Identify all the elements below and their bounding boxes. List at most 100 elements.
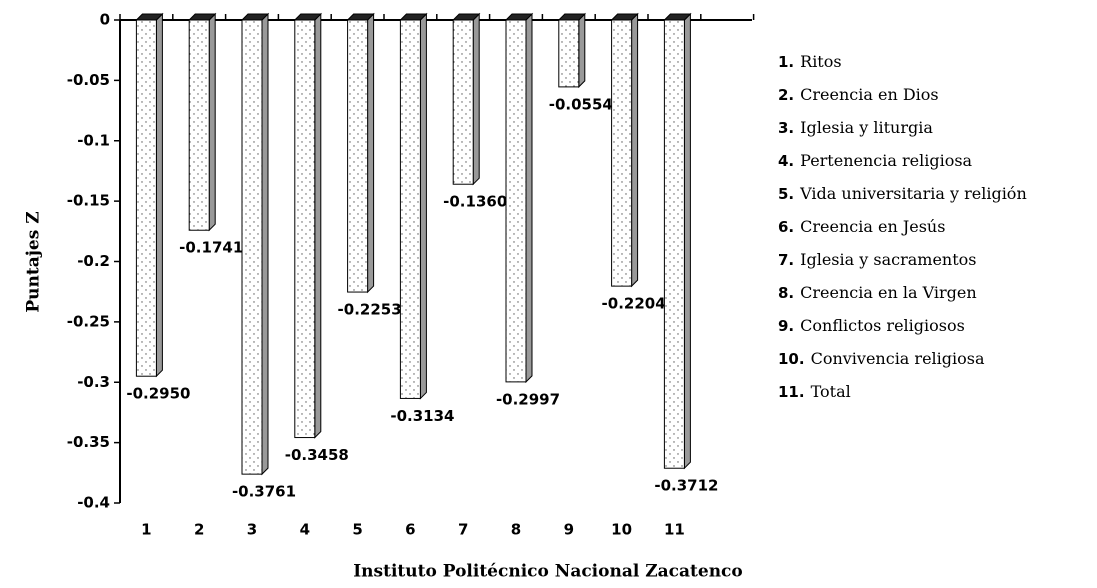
y-tick-label: -0.3	[77, 373, 110, 391]
x-tick-label: 3	[247, 521, 257, 539]
legend-label: Vida universitaria y religión	[799, 184, 1027, 203]
data-label: -0.3761	[232, 483, 296, 501]
x-tick-label: 8	[511, 521, 521, 539]
data-label: -0.1741	[179, 239, 243, 257]
legend-number: 3.	[778, 119, 794, 137]
y-tick-label: -0.1	[77, 131, 110, 149]
bar-side	[472, 12, 480, 186]
legend-label: Ritos	[800, 52, 841, 71]
legend-item: 4. Pertenencia religiosa	[778, 151, 973, 170]
y-tick-label: -0.25	[67, 312, 110, 330]
bar-group	[610, 12, 639, 288]
bar-group	[557, 12, 587, 89]
bar	[452, 19, 474, 185]
legend-item: 11. Total	[778, 382, 851, 401]
x-tick-label: 11	[664, 521, 685, 539]
legend-label: Creencia en Dios	[800, 85, 938, 104]
data-label: -0.2997	[496, 390, 560, 408]
data-label: -0.3712	[654, 477, 718, 495]
legend-item: 5. Vida universitaria y religión	[778, 184, 1027, 203]
data-label: -0.3458	[285, 446, 349, 464]
x-tick-label: 5	[352, 521, 362, 539]
y-tick-label: 0	[100, 11, 110, 29]
bar-side	[578, 12, 586, 89]
legend-item: 1. Ritos	[778, 52, 842, 71]
legend-item: 2. Creencia en Dios	[778, 85, 939, 104]
legend-number: 2.	[778, 86, 794, 104]
bar-side	[261, 12, 269, 476]
legend-number: 9.	[778, 317, 794, 335]
data-label: -0.1360	[443, 193, 507, 211]
bar-group	[187, 12, 217, 232]
legend-item: 3. Iglesia y liturgia	[778, 118, 933, 137]
x-tick-label: 4	[300, 521, 310, 539]
bar	[347, 19, 369, 293]
legend-number: 10.	[778, 350, 805, 368]
bar	[558, 19, 580, 88]
legend-number: 5.	[778, 185, 794, 203]
bar-group	[451, 12, 481, 186]
data-label: -0.0554	[549, 95, 613, 113]
legend-label: Creencia en Jesús	[800, 217, 945, 236]
y-tick-label: -0.35	[67, 433, 110, 451]
data-label: -0.3134	[390, 407, 454, 425]
data-label: -0.2950	[126, 385, 190, 403]
bar-side	[683, 12, 691, 470]
bar-side	[208, 12, 216, 232]
data-label: -0.2204	[602, 295, 666, 313]
legend-item: 10. Convivencia religiosa	[778, 349, 985, 368]
bar-group	[293, 12, 323, 439]
bar-group	[504, 12, 534, 384]
legend-label: Iglesia y liturgia	[800, 118, 933, 137]
y-tick-label: -0.15	[67, 192, 110, 210]
legend-label: Convivencia religiosa	[811, 349, 985, 368]
bar-side	[525, 12, 533, 384]
y-tick-label: -0.2	[77, 252, 110, 270]
bar	[663, 19, 685, 469]
x-tick-label: 7	[458, 521, 468, 539]
bar	[135, 19, 157, 377]
x-tick-label: 9	[564, 521, 574, 539]
bar-group	[399, 12, 428, 400]
bar	[188, 19, 210, 231]
legend-label: Creencia en la Virgen	[800, 283, 977, 302]
legend-label: Iglesia y sacramentos	[800, 250, 976, 269]
legend-item: 6. Creencia en Jesús	[778, 217, 945, 236]
y-tick-label: -0.4	[77, 494, 110, 512]
bar	[611, 19, 633, 287]
legend-number: 11.	[778, 383, 805, 401]
x-tick-label: 2	[194, 521, 204, 539]
legend-number: 6.	[778, 218, 794, 236]
legend-label: Pertenencia religiosa	[800, 151, 972, 170]
data-label: -0.2253	[338, 301, 402, 319]
bar	[505, 19, 527, 383]
legend-label: Total	[811, 382, 851, 401]
bar	[294, 19, 316, 439]
bar-side	[419, 12, 427, 400]
x-tick-label: 10	[611, 521, 632, 539]
bar	[241, 19, 263, 475]
bar-side	[314, 12, 322, 439]
legend-item: 8. Creencia en la Virgen	[778, 283, 977, 302]
bar-group	[346, 12, 375, 294]
legend-number: 4.	[778, 152, 794, 170]
legend-item: 7. Iglesia y sacramentos	[778, 250, 976, 269]
legend-number: 1.	[778, 53, 794, 71]
legend-label: Conflictos religiosos	[800, 316, 965, 335]
legend-number: 8.	[778, 284, 794, 302]
legend-item: 9. Conflictos religiosos	[778, 316, 965, 335]
x-tick-label: 1	[141, 521, 151, 539]
bar-side	[631, 12, 639, 288]
bar-group	[240, 12, 270, 476]
y-axis-title: Puntajes Z	[24, 211, 44, 312]
y-tick-label: -0.05	[67, 71, 110, 89]
bar-group	[663, 12, 692, 470]
bar-side	[155, 12, 163, 378]
bar-side	[367, 12, 375, 294]
bar	[399, 19, 421, 399]
x-tick-label: 6	[405, 521, 415, 539]
bar-group	[135, 12, 164, 378]
x-axis-title: Instituto Politécnico Nacional Zacatenco	[353, 562, 743, 582]
legend-number: 7.	[778, 251, 794, 269]
